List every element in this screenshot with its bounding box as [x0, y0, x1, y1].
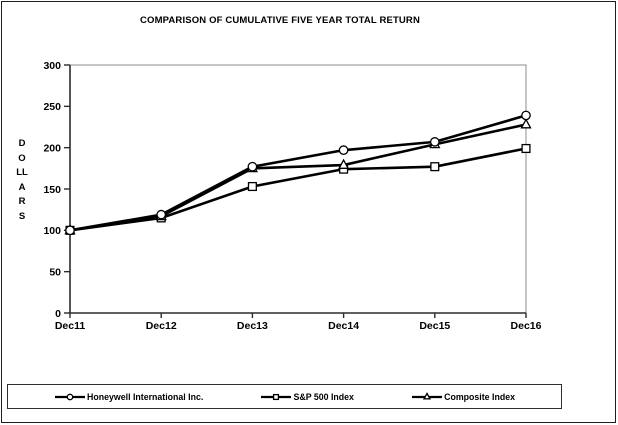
legend-entry-0: Honeywell International Inc.: [54, 392, 203, 402]
legend-label: Composite Index: [444, 391, 515, 402]
series-line-triangle: [69, 123, 527, 232]
series-line-square: [69, 147, 527, 232]
y-tick-label: 150: [43, 184, 61, 196]
triangle-legend-icon: [412, 391, 443, 399]
square-marker: [273, 393, 280, 400]
circle-marker: [338, 145, 349, 155]
series-line-circle: [69, 114, 527, 232]
triangle-marker: [520, 118, 532, 129]
series-markers-circle: [65, 110, 531, 236]
y-tick-label: 100: [43, 225, 61, 237]
plot-box: [69, 64, 527, 314]
x-tick-label: Dec14: [328, 320, 359, 332]
circle-marker: [156, 209, 167, 220]
circle-marker: [247, 161, 258, 172]
y-axis-label: DOLLARS: [16, 138, 28, 222]
y-tick-label: 0: [55, 308, 61, 320]
legend-label: Honeywell International Inc.: [87, 391, 204, 402]
triangle-marker: [338, 158, 350, 169]
y-tick-label: 300: [43, 60, 61, 72]
x-tick-label: Dec15: [419, 320, 450, 332]
circle-marker: [66, 393, 74, 400]
x-tick-label: Dec16: [511, 320, 542, 332]
y-tick-label: 250: [43, 101, 61, 113]
chart-title: COMPARISON OF CUMULATIVE FIVE YEAR TOTAL…: [140, 15, 420, 26]
legend-entry-1: S&P 500 Index: [260, 391, 354, 402]
circle-marker: [65, 225, 75, 236]
circle-marker: [429, 137, 440, 147]
triangle-marker: [422, 391, 432, 399]
circle-legend-icon: [55, 393, 85, 400]
y-tick-label: 200: [43, 142, 61, 154]
legend-label: S&P 500 Index: [293, 391, 354, 402]
circle-marker: [521, 110, 531, 121]
y-tick-label: 50: [49, 266, 61, 278]
legend-entry-2: Composite Index: [411, 392, 515, 402]
square-marker: [430, 162, 440, 172]
legend: Honeywell International Inc. S&P 500 Inde…: [7, 384, 562, 409]
square-legend-icon: [261, 393, 292, 400]
square-marker: [521, 143, 531, 154]
square-marker: [247, 181, 257, 192]
x-tick-label: Dec13: [237, 320, 268, 332]
x-tick-label: Dec12: [146, 320, 177, 332]
x-tick-label: Dec11: [55, 320, 86, 332]
